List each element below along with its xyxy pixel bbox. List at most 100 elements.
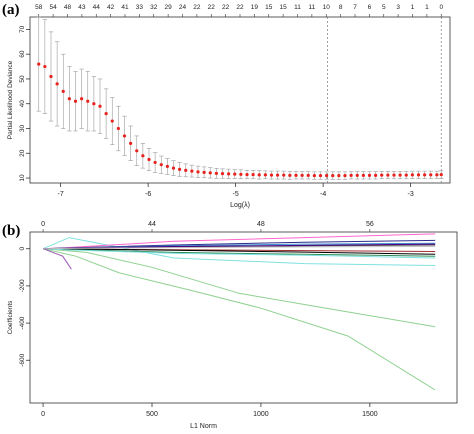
top-axis-label-a: 58 xyxy=(35,4,43,11)
data-point xyxy=(227,172,231,176)
top-axis-label-a: 15 xyxy=(280,4,288,11)
data-point xyxy=(374,173,378,177)
data-point xyxy=(184,168,188,172)
data-point xyxy=(55,82,59,86)
data-point xyxy=(73,99,78,103)
data-point xyxy=(43,64,47,69)
data-point xyxy=(245,172,249,177)
data-point xyxy=(337,173,341,178)
top-axis-label-a: 3 xyxy=(396,4,400,11)
data-point xyxy=(380,173,384,177)
top-axis-label-a: 22 xyxy=(222,4,230,11)
data-point xyxy=(147,157,151,162)
data-point xyxy=(80,97,84,101)
coefficient-path xyxy=(43,246,436,250)
top-axis-label-b: 56 xyxy=(366,221,374,228)
panel-b-label: (b) xyxy=(2,223,21,239)
data-point xyxy=(306,173,310,177)
data-point xyxy=(165,164,169,168)
data-point xyxy=(386,173,390,177)
data-point xyxy=(429,173,433,177)
data-point xyxy=(294,173,298,177)
x-tick-label-b: 0 xyxy=(41,411,45,418)
data-point xyxy=(349,173,353,177)
x-axis-label-b: L1 Norm xyxy=(190,423,217,430)
data-point xyxy=(110,119,114,123)
data-point xyxy=(153,160,157,165)
top-axis-label-b: 44 xyxy=(148,221,156,228)
data-point xyxy=(331,173,335,178)
data-point xyxy=(355,173,359,177)
data-point xyxy=(202,170,206,174)
data-point xyxy=(416,173,421,177)
top-axis-label-a: 22 xyxy=(208,4,216,11)
top-axis-label-a: 44 xyxy=(93,4,101,11)
top-axis-label-a: 11 xyxy=(309,4,316,11)
data-point xyxy=(190,169,194,173)
x-tick-label-b: 1500 xyxy=(362,411,378,418)
x-tick-label-a: -7 xyxy=(58,191,64,198)
data-point xyxy=(361,173,365,177)
top-axis-label-a: 54 xyxy=(50,4,58,11)
data-point xyxy=(129,141,133,145)
y-tick-label-a: 10 xyxy=(19,174,26,182)
data-point xyxy=(404,173,408,177)
top-axis-label-a: 15 xyxy=(265,4,273,11)
y-tick-label-b: -200 xyxy=(19,279,26,292)
data-point xyxy=(104,112,108,116)
y-tick-label-a: 20 xyxy=(19,149,26,157)
data-point xyxy=(300,173,304,177)
data-point xyxy=(410,173,414,177)
x-tick-label-a: -5 xyxy=(233,191,239,198)
y-tick-label-a: 30 xyxy=(19,124,26,132)
top-axis-label-a: 43 xyxy=(78,4,86,11)
top-axis-label-a: 0 xyxy=(439,4,443,11)
x-tick-label-a: -6 xyxy=(145,191,151,198)
data-point xyxy=(276,173,280,177)
data-point xyxy=(439,172,443,177)
data-point xyxy=(251,172,255,177)
coefficient-path xyxy=(42,248,72,270)
data-point xyxy=(263,173,267,177)
data-point xyxy=(171,166,176,170)
top-axis-label-a: 5 xyxy=(382,4,386,11)
data-point xyxy=(86,99,90,103)
data-point xyxy=(288,173,292,177)
data-point xyxy=(269,173,274,177)
top-axis-label-a: 29 xyxy=(165,4,173,11)
top-axis-label-a: 24 xyxy=(179,4,187,11)
data-point xyxy=(214,171,218,175)
data-point xyxy=(208,171,212,175)
top-axis-label-a: 6 xyxy=(368,4,372,11)
top-axis-label-a: 8 xyxy=(339,4,343,11)
data-point xyxy=(116,126,120,131)
data-point xyxy=(233,172,237,176)
top-axis-label-a: 7 xyxy=(353,4,357,11)
coefficient-path xyxy=(42,248,436,391)
plot-frame-b xyxy=(29,231,458,404)
y-tick-label-b: -400 xyxy=(19,316,26,329)
top-axis-label-a: 22 xyxy=(236,4,244,11)
top-axis-label-a: 32 xyxy=(150,4,158,11)
coefficient-path xyxy=(43,248,436,328)
data-point xyxy=(367,173,372,177)
data-point xyxy=(37,62,41,66)
top-axis-label-b: 0 xyxy=(41,221,45,228)
data-point xyxy=(92,102,96,106)
data-point xyxy=(141,154,145,158)
top-axis-label-a: 11 xyxy=(294,4,301,11)
top-axis-label-a: 10 xyxy=(323,4,331,11)
data-point xyxy=(312,173,316,178)
data-point xyxy=(282,173,286,177)
data-point xyxy=(196,170,200,174)
coefficient-path xyxy=(43,248,436,259)
data-point xyxy=(435,173,439,177)
data-point xyxy=(135,149,139,153)
x-tick-label-b: 500 xyxy=(146,411,158,418)
x-axis-label-a: Log(λ) xyxy=(230,202,250,209)
y-tick-label-a: 50 xyxy=(19,75,26,83)
top-axis-label-a: 19 xyxy=(251,4,259,11)
data-point xyxy=(423,173,427,177)
data-point xyxy=(239,172,243,176)
top-axis-label-a: 42 xyxy=(107,4,115,11)
